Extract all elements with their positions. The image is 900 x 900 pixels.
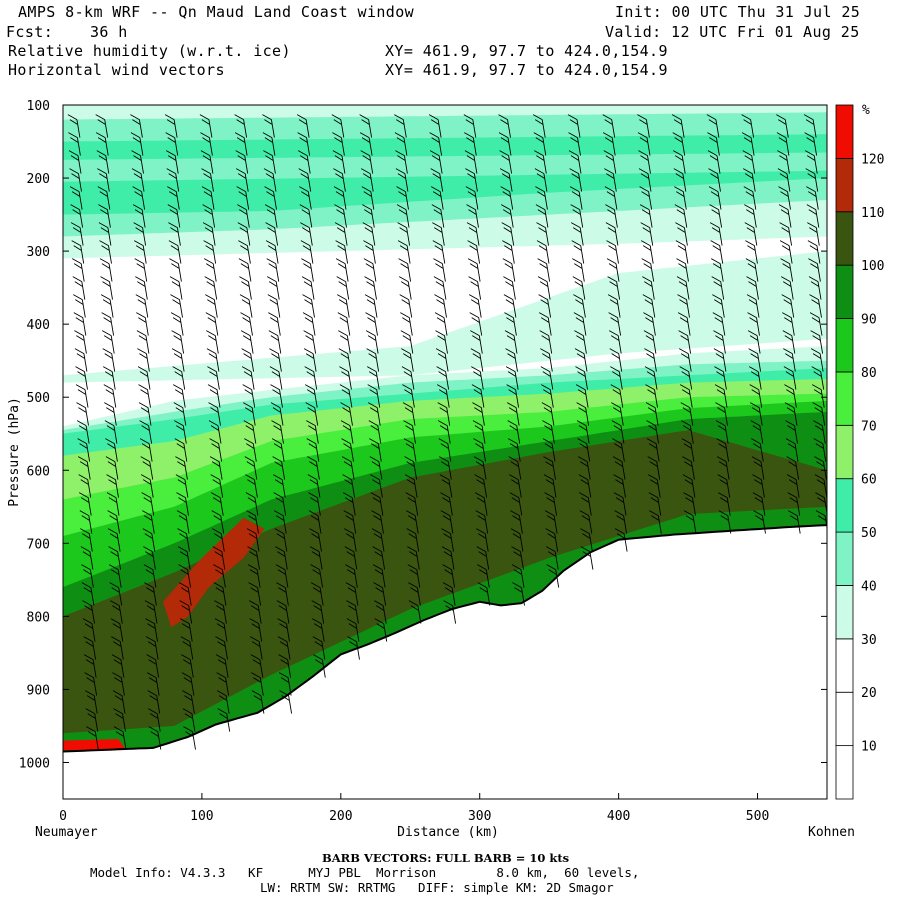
wind-barb-column [67,114,99,750]
colorbar-label: 70 [861,419,877,434]
wind-barb-column [463,114,491,606]
wind-barb-column [199,114,231,732]
colorbar-label: 60 [861,473,877,488]
wind-barb-column [637,114,662,534]
rh-band-upper-50b [63,152,827,182]
y-tick-label: 200 [27,172,50,187]
colorbar-swatch [835,691,854,747]
colorbar-swatch [835,638,854,693]
y-tick-label: 700 [27,537,50,552]
colorbar-label: 20 [861,686,877,701]
x-tick-label: 400 [607,809,630,824]
colorbar-label: 110 [861,206,884,221]
colorbar-label: 40 [861,579,877,594]
colorbar-swatch [835,371,854,426]
colorbar-label: 10 [861,740,877,755]
colorbar-label: 90 [861,313,877,328]
rh-patch-surface [63,739,126,751]
y-axis-label: Pressure (hPa) [7,397,22,507]
x-end-label-left: Neumayer [35,825,98,840]
colorbar-swatch [835,531,854,586]
x-axis-label: Distance (km) [397,825,499,840]
x-tick-label: 300 [468,809,491,824]
y-tick-label: 800 [27,610,50,625]
x-tick-label: 200 [329,809,352,824]
wind-barb-column [130,114,162,750]
x-tick-label: 0 [59,809,67,824]
y-tick-label: 400 [27,318,50,333]
init-time: Init: 00 UTC Thu 31 Jul 25 [615,3,861,21]
model-info-2: LW: RRTM SW: RRTMG DIFF: simple KM: 2D S… [260,880,614,895]
forecast-hours: 36 h [90,23,128,41]
terrain-mask [63,525,827,799]
wind-barb-column [498,114,525,606]
y-tick-label: 600 [27,464,50,479]
colorbar-label: 30 [861,633,877,648]
wind-barb-column [532,114,560,588]
colorbar-swatch [835,318,854,373]
colorbar-swatch [835,104,854,159]
valid-time: Valid: 12 UTC Fri 01 Aug 25 [605,23,860,41]
terrain-line [63,524,827,753]
colorbar-swatch [835,745,854,800]
wind-barb-column [428,114,457,624]
wind-barb-column [164,114,196,750]
wind-barb-column [296,114,326,678]
colorbar-swatch [835,211,854,266]
field-xy-rh: XY= 461.9, 97.7 to 424.0,154.9 [385,42,668,60]
chart-title: AMPS 8-km WRF -- Qn Maud Land Coast wind… [18,3,415,21]
colorbar-swatch [835,478,854,533]
rh-band-mid-right [63,251,827,383]
y-tick-label: 1000 [19,756,50,771]
wind-barb-column [95,114,127,750]
barb-legend: BARB VECTORS: FULL BARB = 10 kts [322,851,570,865]
wind-barb-column [567,114,594,570]
model-info: Model Info: V4.3.3 KF MYJ PBL Morrison 8… [90,865,640,880]
rh-patch-saturated [163,517,265,628]
field-label-wind: Horizontal wind vectors [8,61,225,79]
field-label-rh: Relative humidity (w.r.t. ice) [8,42,291,60]
wind-barb-column [803,114,827,531]
colorbar-unit: % [862,103,870,118]
y-tick-label: 300 [27,245,50,260]
colorbar-swatch [835,264,854,319]
field-xy-wind: XY= 461.9, 97.7 to 424.0,154.9 [385,61,668,79]
y-tick-label: 500 [27,391,50,406]
wind-barb-column [234,114,265,714]
colorbar-swatch [835,585,854,640]
y-tick-label: 900 [27,683,50,698]
x-tick-label: 500 [746,809,769,824]
colorbar-label: 100 [861,259,884,274]
wind-barb-column [394,114,422,624]
rh-band-low-110 [63,430,827,734]
wind-barb-column [602,114,628,552]
colorbar-label: 120 [861,152,884,167]
wind-barb-column [741,114,766,534]
colorbar-swatch [835,157,854,213]
y-tick-label: 100 [27,99,50,114]
wind-barb-column [706,114,732,534]
x-end-label-right: Kohnen [808,825,855,840]
wind-barb-column [359,114,388,642]
wind-barb-column [671,114,697,534]
wind-barb-column [262,114,293,714]
colorbar-swatch [835,424,854,480]
colorbar-label: 50 [861,526,877,541]
wind-barb-column [776,114,801,534]
forecast-label: Fcst: [6,23,54,41]
x-tick-label: 100 [190,809,213,824]
colorbar-label: 80 [861,366,877,381]
wind-barb-column [331,114,360,660]
